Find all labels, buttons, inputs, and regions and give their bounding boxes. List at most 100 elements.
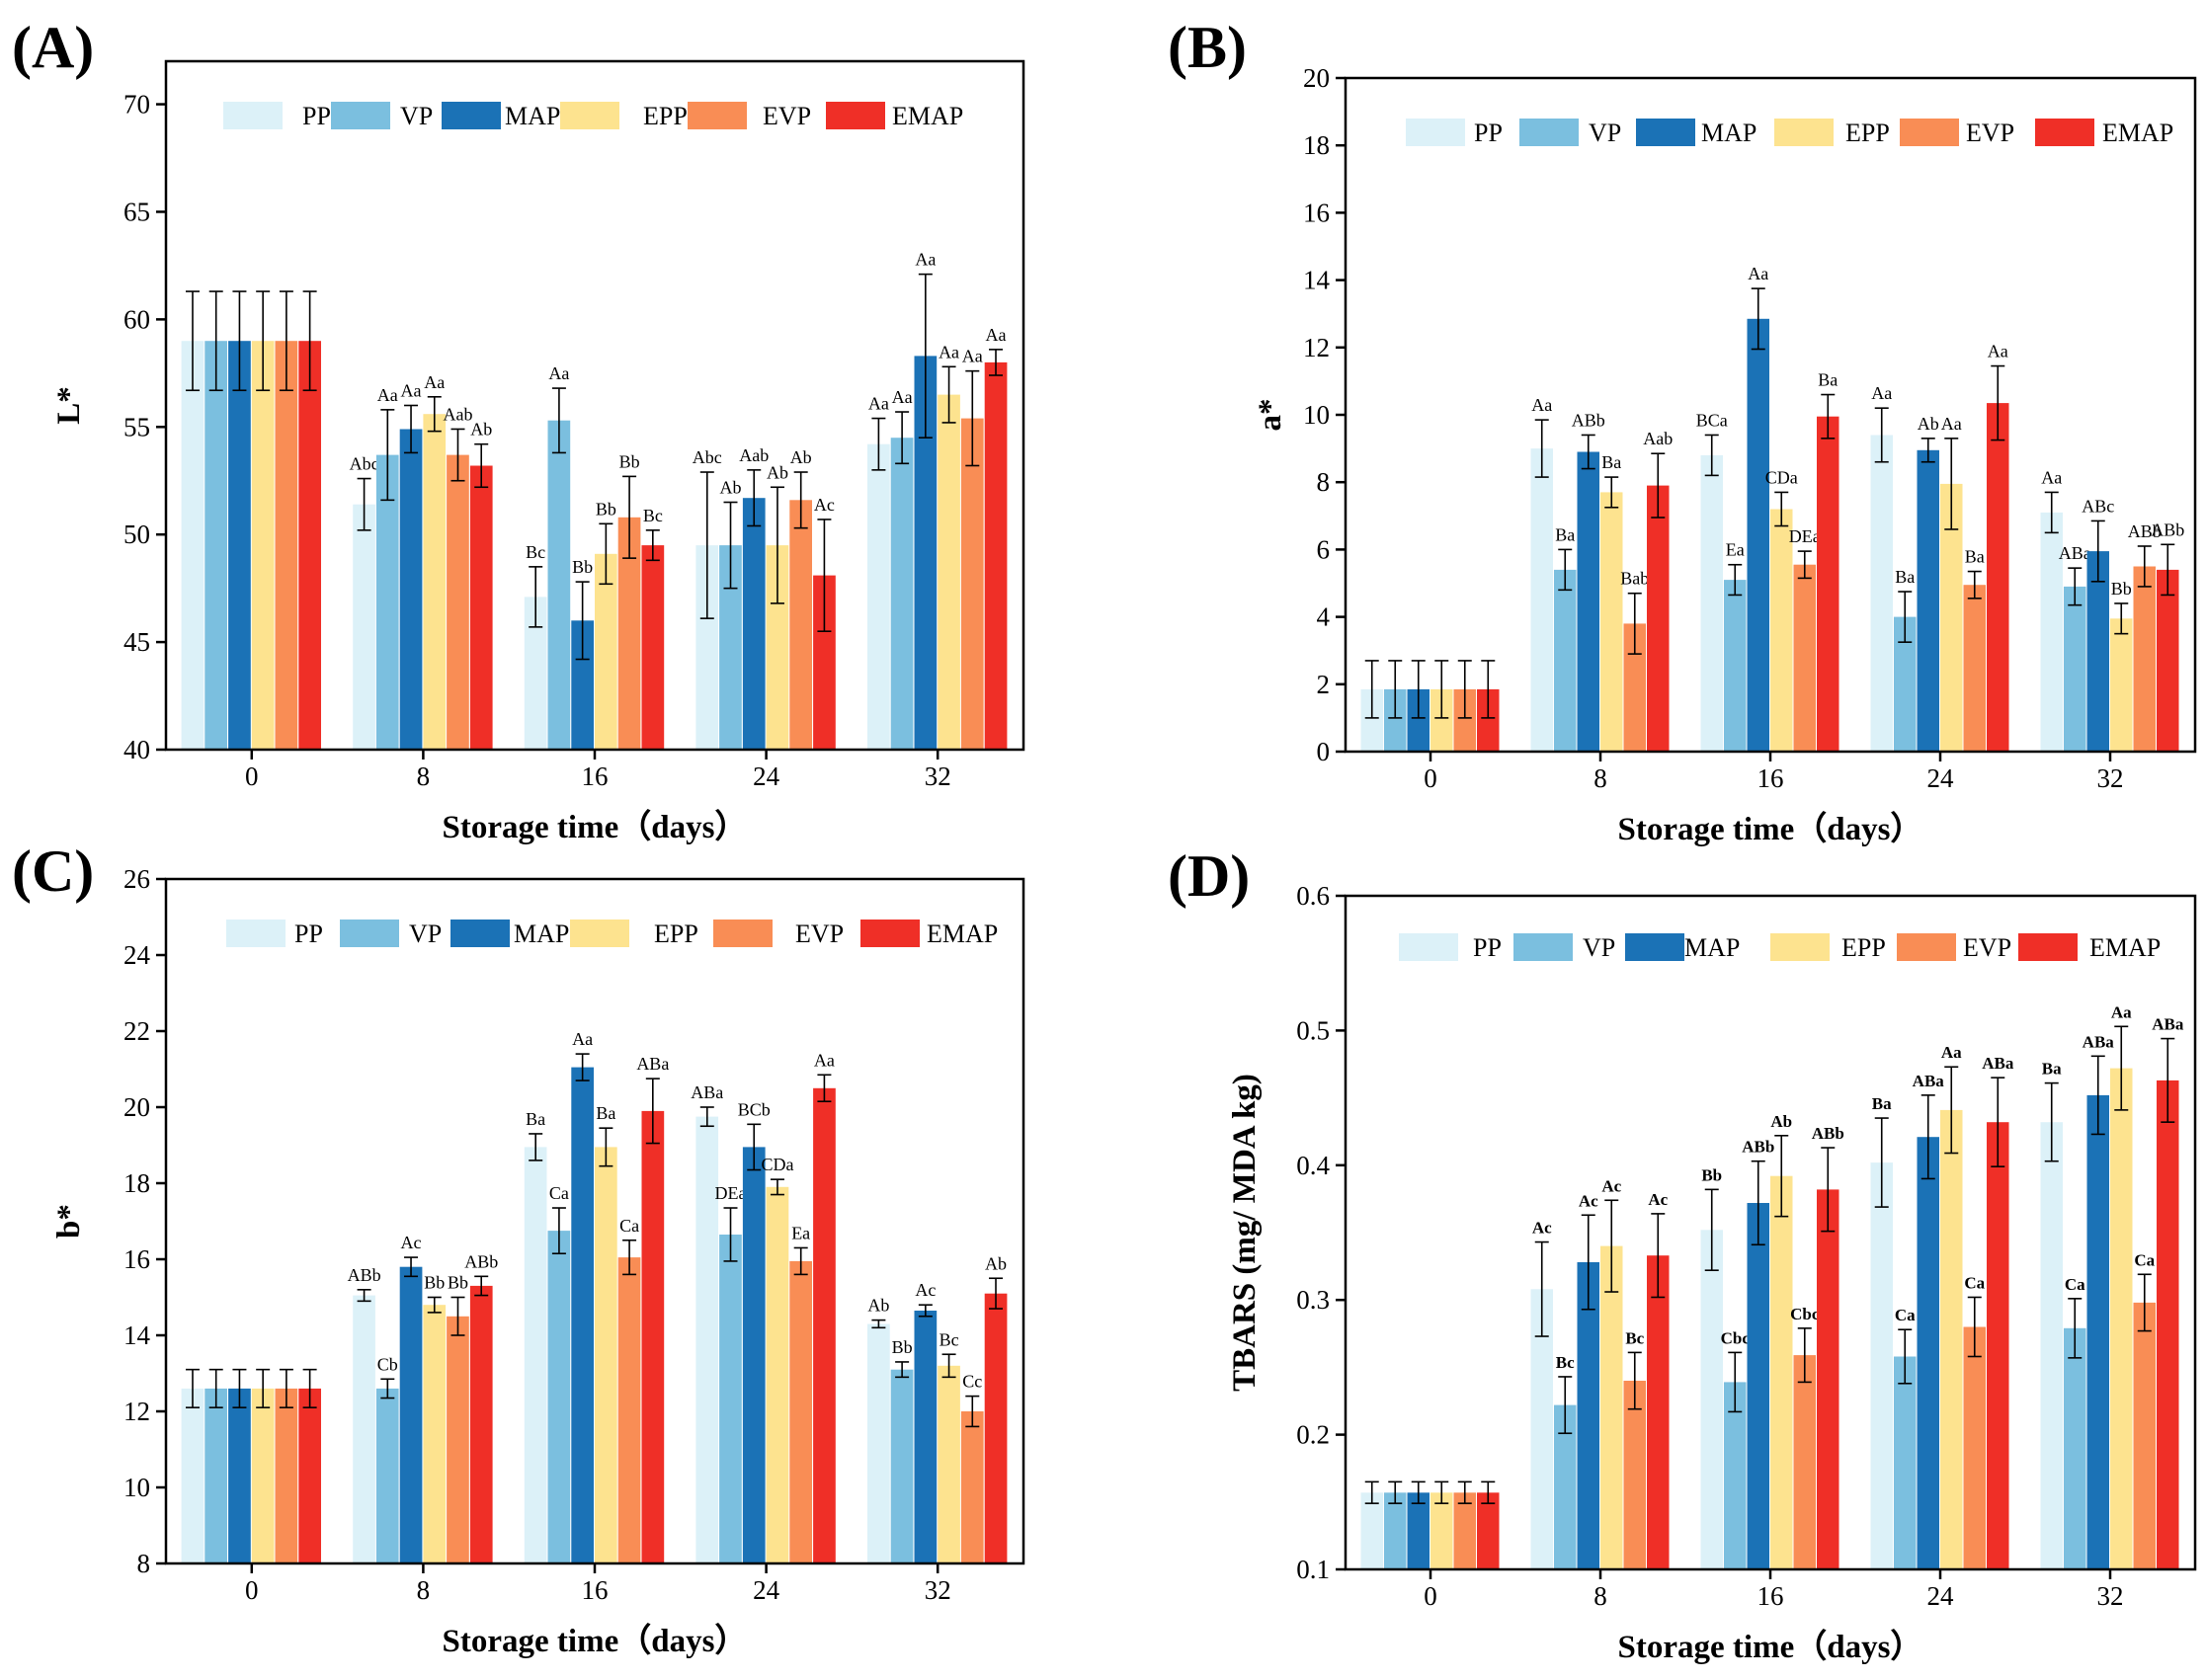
legend-label-pp: PP	[1474, 119, 1503, 147]
bar-map-32	[2086, 551, 2109, 752]
legend-label-emap: EMAP	[892, 102, 963, 130]
error-bar	[404, 404, 419, 454]
error-bar	[427, 395, 442, 433]
bar-epp-32	[938, 1365, 960, 1563]
legend-label-emap: EMAP	[927, 920, 998, 948]
error-bar	[599, 1127, 613, 1167]
bar-evp-24	[789, 500, 812, 750]
error-bar	[380, 1378, 395, 1400]
x-tick-label: 16	[1757, 763, 1784, 793]
legend-label-vp: VP	[400, 102, 433, 130]
y-axis-title: TBARS (mg/ MDA kg)	[1227, 1074, 1263, 1392]
bar-pp-16	[524, 1147, 547, 1563]
bar-emap-8	[469, 465, 493, 750]
error-bar	[1991, 364, 2005, 441]
bar-evp-8	[1623, 1381, 1646, 1569]
error-bar	[1457, 660, 1472, 719]
legend-swatch-map	[1625, 933, 1684, 961]
y-tick-label: 22	[123, 1016, 150, 1046]
error-bar	[1481, 660, 1496, 719]
bar-pp-24	[695, 1116, 719, 1563]
error-bar	[1874, 407, 1889, 463]
significance-label: Aa	[915, 250, 936, 270]
significance-label: CDa	[761, 1155, 793, 1174]
bar-epp-16	[1770, 1175, 1793, 1569]
bar-emap-24	[1987, 1122, 2009, 1569]
error-bar	[1627, 592, 1642, 655]
significance-label: Aa	[1988, 342, 2008, 361]
panel-c: ABb Ba ABa Ab Cb Ca DEa Bb Ac Aa BCb Ac Bb Ba CDa Bc Bb C…	[12, 839, 1025, 1659]
y-tick-label: 40	[123, 735, 150, 764]
error-bar	[256, 290, 271, 392]
bar-emap-24	[813, 1087, 836, 1564]
bar-vp-16	[1724, 1382, 1747, 1569]
significance-label: Bb	[424, 1273, 445, 1293]
bar-epp-0	[1430, 1492, 1453, 1569]
error-bar	[989, 349, 1004, 376]
error-bar	[871, 1319, 886, 1329]
error-bar	[1581, 434, 1595, 470]
bar-emap-0	[1477, 1492, 1500, 1569]
bar-emap-16	[641, 1110, 665, 1563]
y-tick-label: 26	[123, 864, 150, 894]
significance-label: Aa	[1748, 264, 1768, 283]
error-bar	[302, 1368, 317, 1408]
x-axis-title: Storage time（days）	[1618, 811, 1923, 847]
legend-label-epp: EPP	[1845, 119, 1890, 147]
error-bar	[1651, 1213, 1666, 1299]
error-bar	[1751, 1160, 1765, 1246]
y-tick-label: 14	[123, 1320, 151, 1350]
y-tick-label: 55	[123, 412, 150, 441]
bar-epp-32	[2110, 1068, 2133, 1569]
error-bar	[1821, 393, 1836, 440]
significance-label: ABb	[2151, 520, 2184, 539]
error-bar	[1898, 1328, 1913, 1385]
bar-epp-8	[423, 1305, 447, 1563]
significance-label: Cbc	[1721, 1328, 1751, 1347]
error-bar	[279, 290, 293, 392]
legend-swatch-vp	[1513, 933, 1573, 961]
error-bar	[747, 1123, 762, 1171]
significance-label: Aa	[1941, 1043, 1962, 1062]
significance-label: Ea	[1726, 540, 1745, 560]
panel-label: (A)	[12, 15, 94, 80]
error-bar	[1411, 660, 1426, 719]
legend-label-evp: EVP	[1966, 119, 2014, 147]
error-bar	[208, 290, 223, 392]
y-tick-label: 6	[1317, 534, 1331, 564]
bar-pp-32	[867, 443, 890, 750]
bar-emap-32	[984, 1293, 1008, 1563]
error-bar	[2090, 520, 2105, 583]
error-bar	[965, 1395, 980, 1428]
bar-pp-8	[1530, 1289, 1553, 1569]
x-tick-label: 16	[582, 761, 609, 791]
x-tick-label: 8	[417, 1575, 431, 1605]
significance-label: Aa	[939, 342, 959, 361]
error-bar	[599, 522, 613, 586]
y-tick-label: 50	[123, 520, 150, 549]
x-tick-label: 24	[1927, 1581, 1955, 1611]
bar-vp-32	[2064, 586, 2086, 752]
significance-label: Bb	[2111, 579, 2132, 599]
legend-label-map: MAP	[1701, 119, 1757, 147]
bar-evp-24	[1963, 1326, 1986, 1569]
bar-vp-24	[719, 545, 742, 750]
y-tick-label: 18	[123, 1168, 150, 1198]
bar-map-32	[914, 1311, 938, 1563]
bar-pp-16	[524, 597, 547, 750]
error-bar	[1457, 1480, 1472, 1504]
bar-emap-8	[1647, 1255, 1670, 1569]
significance-label: Ca	[549, 1183, 569, 1203]
significance-label: BCb	[738, 1099, 771, 1119]
significance-label: Aab	[1643, 429, 1673, 448]
legend-swatch-epp	[560, 102, 619, 129]
error-bar	[1728, 1351, 1743, 1413]
bar-evp-0	[1453, 1492, 1476, 1569]
legend: PP VP MAP EPP EVP EMAP	[1399, 933, 2161, 962]
significance-label: Bc	[1625, 1328, 1644, 1347]
significance-label: ABa	[1982, 1054, 2014, 1073]
bar-vp-32	[2064, 1327, 2086, 1569]
significance-label: Bb	[572, 557, 593, 577]
error-bar	[1558, 1376, 1573, 1435]
error-bar	[622, 475, 637, 559]
